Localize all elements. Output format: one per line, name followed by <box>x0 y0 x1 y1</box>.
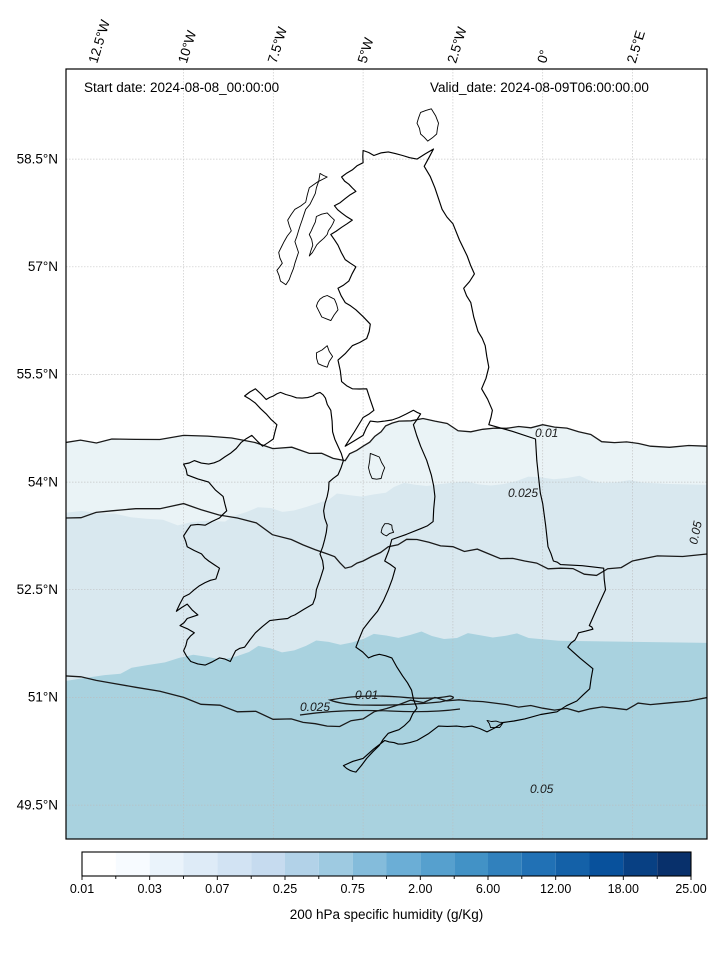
svg-text:7.5°W: 7.5°W <box>265 25 290 65</box>
svg-text:10°W: 10°W <box>175 29 199 65</box>
svg-text:12.5°W: 12.5°W <box>86 18 113 65</box>
svg-text:55.5°N: 55.5°N <box>17 367 58 382</box>
svg-text:0.01: 0.01 <box>355 688 378 702</box>
svg-text:54°N: 54°N <box>28 475 58 490</box>
svg-text:0.025: 0.025 <box>508 486 538 500</box>
svg-text:0.07: 0.07 <box>205 882 229 896</box>
svg-text:5°W: 5°W <box>355 36 377 65</box>
svg-text:0.03: 0.03 <box>138 882 162 896</box>
svg-text:25.00: 25.00 <box>675 882 706 896</box>
svg-text:2.5°W: 2.5°W <box>444 25 469 65</box>
svg-text:12.00: 12.00 <box>540 882 571 896</box>
svg-text:2.00: 2.00 <box>408 882 432 896</box>
svg-text:52.5°N: 52.5°N <box>17 582 58 597</box>
svg-text:0.025: 0.025 <box>300 700 330 714</box>
svg-text:0.25: 0.25 <box>273 882 297 896</box>
svg-text:0.01: 0.01 <box>535 426 558 440</box>
svg-text:57°N: 57°N <box>28 259 58 274</box>
svg-text:51°N: 51°N <box>28 690 58 705</box>
svg-text:Valid_date: 2024-08-09T06:00:0: Valid_date: 2024-08-09T06:00:00.00 <box>430 80 649 95</box>
svg-text:6.00: 6.00 <box>476 882 500 896</box>
svg-text:49.5°N: 49.5°N <box>17 798 58 813</box>
svg-text:0.75: 0.75 <box>341 882 365 896</box>
svg-text:18.00: 18.00 <box>608 882 639 896</box>
svg-text:0.01: 0.01 <box>70 882 94 896</box>
svg-text:2.5°E: 2.5°E <box>624 29 648 65</box>
svg-text:200 hPa specific humidity (g/K: 200 hPa specific humidity (g/Kg) <box>290 907 484 922</box>
svg-text:58.5°N: 58.5°N <box>17 152 58 167</box>
svg-text:0°: 0° <box>534 48 552 65</box>
svg-text:Start date: 2024-08-08_00:00:0: Start date: 2024-08-08_00:00:00 <box>84 80 279 95</box>
svg-text:0.05: 0.05 <box>530 782 554 796</box>
